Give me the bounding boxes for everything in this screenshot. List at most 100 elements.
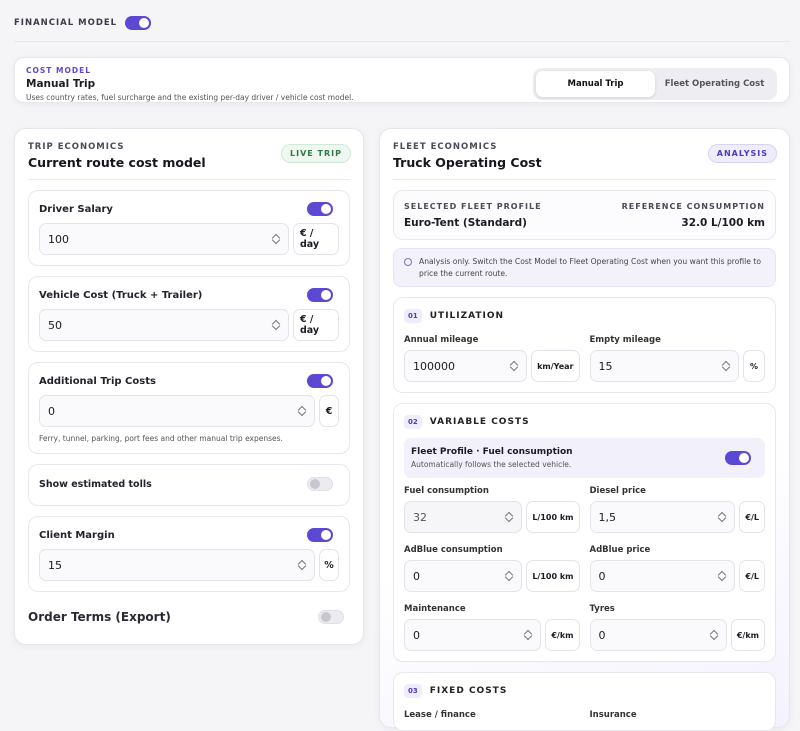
spinner xyxy=(506,512,513,522)
input-row: 50 € / day xyxy=(39,309,339,341)
input[interactable]: 15 xyxy=(589,350,739,382)
profile: SELECTED FLEET PROFILE Euro-Tent (Standar… xyxy=(404,202,542,229)
unit: € xyxy=(319,395,339,427)
spinner xyxy=(723,361,730,371)
field-label: Diesel price xyxy=(589,486,646,496)
unit: €/L xyxy=(739,501,765,533)
panel-title: Current route cost model xyxy=(28,155,206,170)
field: Annual mileage 100000 km/Year xyxy=(404,335,580,382)
spinner xyxy=(273,320,280,330)
toggle[interactable] xyxy=(307,477,333,491)
cost-model-title: Manual Trip xyxy=(26,78,96,90)
input[interactable]: 0 xyxy=(404,619,542,651)
input[interactable]: 1,5 xyxy=(589,501,736,533)
field-label: AdBlue price xyxy=(589,545,651,555)
toggle[interactable] xyxy=(125,16,152,30)
consumption: REFERENCE CONSUMPTION 32.0 L/100 km xyxy=(622,202,765,229)
tab[interactable]: Fleet Operating Cost xyxy=(664,79,765,89)
input-value: 100 xyxy=(48,232,69,246)
tab[interactable]: Manual Trip xyxy=(536,71,655,97)
field-label: Tyres xyxy=(589,604,615,614)
fleet-profile-title: Fleet Profile · Fuel consumption xyxy=(411,447,573,457)
field-header: Show estimated tolls xyxy=(39,477,339,491)
input-value: 1,5 xyxy=(598,510,617,524)
toggle[interactable] xyxy=(307,374,333,388)
field: Empty mileage 15% xyxy=(589,335,765,382)
input-value: 0 xyxy=(598,569,606,583)
input-row: 0 €/km xyxy=(404,619,580,651)
input[interactable]: 0 xyxy=(404,560,523,592)
unit: € / day xyxy=(293,309,339,341)
input-value: 50 xyxy=(48,318,62,332)
input-row: 32 L/100 km xyxy=(404,501,580,533)
fleet-profile-subtitle: Automatically follows the selected vehic… xyxy=(411,460,572,469)
profile-value: Euro-Tent (Standard) xyxy=(404,216,527,229)
field-card: Show estimated tolls xyxy=(28,464,350,506)
section-header: 01 UTILIZATION xyxy=(404,309,765,323)
input-row: 0 €/km xyxy=(589,619,765,651)
input-row: 100000 km/Year xyxy=(404,350,580,382)
field-label: Lease / finance xyxy=(404,710,476,720)
spinner xyxy=(511,361,518,371)
info-icon xyxy=(404,258,412,266)
header-title: FINANCIAL MODEL xyxy=(14,18,118,28)
input[interactable]: 100 xyxy=(39,223,289,255)
input-row: 0 €/L xyxy=(589,560,765,592)
field-label: Client Margin xyxy=(39,529,115,541)
info-box: Analysis only. Switch the Cost Model to … xyxy=(393,248,776,287)
section-number: 01 xyxy=(404,309,422,323)
section-card: 01 UTILIZATION Annual mileage 100000 km/Year… xyxy=(393,297,776,393)
toggle[interactable] xyxy=(318,610,344,624)
field-card: Client Margin 15% xyxy=(28,516,350,592)
consumption-value: 32.0 L/100 km xyxy=(681,216,765,229)
input[interactable]: 100000 xyxy=(404,350,528,382)
field: Lease / finance xyxy=(404,710,580,720)
toggle[interactable] xyxy=(307,202,333,216)
panel-title: Truck Operating Cost xyxy=(393,155,542,170)
input[interactable]: 50 xyxy=(39,309,289,341)
section-title: UTILIZATION xyxy=(429,311,505,321)
unit: % xyxy=(319,549,339,581)
field: AdBlue consumption 0 L/100 km xyxy=(404,545,580,592)
profile-label: SELECTED FLEET PROFILE xyxy=(404,201,542,211)
field-label: Empty mileage xyxy=(589,335,661,345)
input[interactable]: 15 xyxy=(39,549,315,581)
input[interactable]: 0 xyxy=(589,560,736,592)
field: Maintenance 0 €/km xyxy=(404,604,580,651)
field-label: Annual mileage xyxy=(404,335,479,345)
input-value: 15 xyxy=(48,558,62,572)
input-row: 1,5 €/L xyxy=(589,501,765,533)
fleet-profile-text: Fleet Profile · Fuel consumption Automati… xyxy=(411,447,573,469)
section-header: 02 VARIABLE COSTS xyxy=(404,415,765,429)
field-header: Driver Salary xyxy=(39,202,339,216)
input-value: 0 xyxy=(598,628,606,642)
spinner xyxy=(525,630,532,640)
consumption-label: REFERENCE CONSUMPTION xyxy=(621,201,765,211)
divider xyxy=(28,179,350,180)
cost-model-card: COST MODEL Manual Trip Uses country rates,… xyxy=(14,57,790,103)
input[interactable]: 0 xyxy=(39,395,315,427)
unit: km/Year xyxy=(531,350,580,382)
panel-label: TRIP ECONOMICS xyxy=(28,142,125,152)
field-grid: Lease / finance Insurance xyxy=(404,710,765,720)
toggle[interactable] xyxy=(307,288,333,302)
spinner xyxy=(273,234,280,244)
trip-economics-panel: TRIP ECONOMICS Current route cost model LI… xyxy=(14,128,364,645)
toggle[interactable] xyxy=(307,528,333,542)
field-card: Vehicle Cost (Truck + Trailer) 50 € / day xyxy=(28,276,350,352)
field-card: Additional Trip Costs 0 € Ferry, tunnel, pa… xyxy=(28,362,350,454)
input-value: 0 xyxy=(413,628,420,642)
input-row: 100 € / day xyxy=(39,223,339,255)
input-value: 100000 xyxy=(413,359,455,373)
toggle[interactable] xyxy=(725,451,751,465)
field-label: Show estimated tolls xyxy=(39,478,152,490)
field-header: Client Margin xyxy=(39,528,339,542)
input-value: 15 xyxy=(598,359,613,373)
field-label: Vehicle Cost (Truck + Trailer) xyxy=(39,289,203,301)
section-title: VARIABLE COSTS xyxy=(429,417,530,427)
input[interactable]: 0 xyxy=(589,619,727,651)
unit: €/km xyxy=(545,619,580,651)
input-value: 32 xyxy=(413,510,427,524)
badge: ANALYSIS xyxy=(707,144,777,163)
profile-box: SELECTED FLEET PROFILE Euro-Tent (Standar… xyxy=(393,190,776,240)
